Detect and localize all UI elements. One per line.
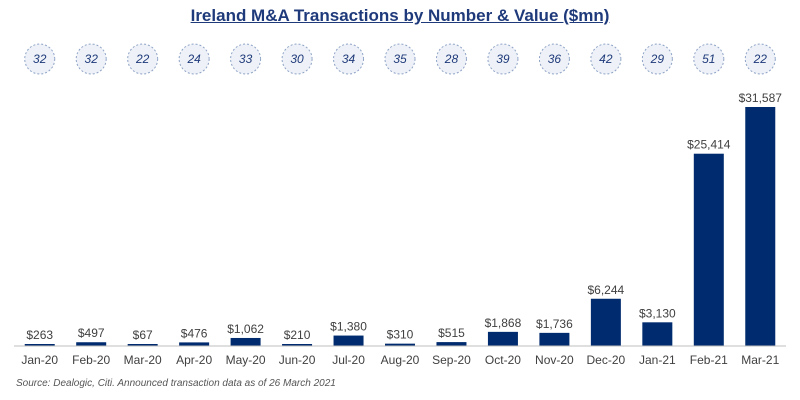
value-label: $515: [438, 326, 465, 340]
count-label: 22: [135, 52, 150, 66]
count-circle: [127, 43, 159, 75]
x-tick-label: Feb-20: [72, 353, 110, 367]
x-tick-label: Aug-20: [381, 353, 420, 367]
count-circle: [487, 43, 519, 75]
value-labels: $263 $497 $67 $476 $1,062 $210 $1,380 $310 $515 $…: [26, 91, 782, 342]
bar: [385, 343, 415, 346]
count-label: 42: [599, 52, 613, 66]
value-label: $310: [387, 328, 414, 342]
chart-title: Ireland M&A Transactions by Number & Val…: [190, 6, 610, 25]
count-label: 51: [702, 52, 715, 66]
value-label: $31,587: [739, 91, 783, 105]
source-note: Source: Dealogic, Citi. Announced transa…: [16, 378, 336, 389]
count-circle: [538, 43, 570, 75]
count-label: 35: [393, 52, 407, 66]
value-label: $1,062: [227, 322, 264, 336]
count-circle: [230, 43, 262, 75]
bar: [24, 344, 55, 346]
value-label: $1,380: [330, 320, 367, 334]
bar: [745, 107, 776, 346]
count-label: 28: [444, 52, 459, 66]
x-tick-label: Jun-20: [279, 353, 316, 367]
value-label: $25,414: [687, 138, 731, 152]
bar: [333, 335, 364, 346]
bar: [642, 322, 673, 346]
count-label: 29: [650, 52, 665, 66]
x-tick-label: Mar-21: [741, 353, 779, 367]
count-circle: [75, 43, 107, 75]
x-tick-label: Jan-20: [21, 353, 58, 367]
value-label: $3,130: [639, 306, 676, 320]
x-tick-label: Nov-20: [535, 353, 574, 367]
bar: [230, 337, 261, 346]
count-label: 32: [33, 52, 47, 66]
count-circle: [281, 43, 313, 75]
x-tick-label: Apr-20: [176, 353, 212, 367]
x-tick-label: Mar-20: [124, 353, 162, 367]
bar: [590, 298, 621, 346]
value-label: $210: [284, 328, 311, 342]
count-circle: [24, 43, 56, 75]
count-label: 33: [239, 52, 253, 66]
count-circle: [384, 43, 416, 75]
value-label: $497: [78, 326, 105, 340]
value-label: $476: [181, 326, 208, 340]
x-tick-label: Oct-20: [485, 353, 521, 367]
count-circle: [333, 43, 365, 75]
bar: [539, 332, 570, 346]
count-label: 30: [290, 52, 304, 66]
count-label: 36: [548, 52, 562, 66]
count-label: 34: [342, 52, 356, 66]
transaction-count-row: 32 32 22 24 33 30 34 35 28 39 36 42 29 51 22: [24, 43, 776, 75]
count-label: 22: [753, 52, 768, 66]
count-label: 32: [85, 52, 99, 66]
value-label: $1,736: [536, 317, 573, 331]
value-label: $1,868: [485, 316, 522, 330]
bar: [282, 344, 313, 346]
bar: [179, 342, 210, 346]
value-label: $6,244: [588, 283, 625, 297]
bar: [76, 342, 107, 346]
bar: [436, 342, 467, 346]
count-label: 39: [496, 52, 510, 66]
count-circle: [641, 43, 673, 75]
bars: [24, 107, 776, 346]
count-circle: [435, 43, 467, 75]
count-label: 24: [186, 52, 201, 66]
x-tick-label: Feb-21: [690, 353, 728, 367]
x-tick-label: Sep-20: [432, 353, 471, 367]
x-tick-label: Jul-20: [332, 353, 365, 367]
bar: [693, 153, 724, 346]
count-circle: [178, 43, 210, 75]
bar: [487, 331, 518, 346]
count-circle: [590, 43, 622, 75]
value-label: $263: [26, 328, 53, 342]
x-tick-label: Jan-21: [639, 353, 676, 367]
x-tick-label: May-20: [226, 353, 266, 367]
value-label: $67: [133, 328, 153, 342]
count-circle: [693, 43, 725, 75]
x-axis-tick-labels: Jan-20 Feb-20 Mar-20 Apr-20 May-20 Jun-20 Jul-…: [21, 353, 779, 367]
count-circle: [744, 43, 776, 75]
bar: [127, 344, 158, 346]
x-tick-label: Dec-20: [587, 353, 626, 367]
